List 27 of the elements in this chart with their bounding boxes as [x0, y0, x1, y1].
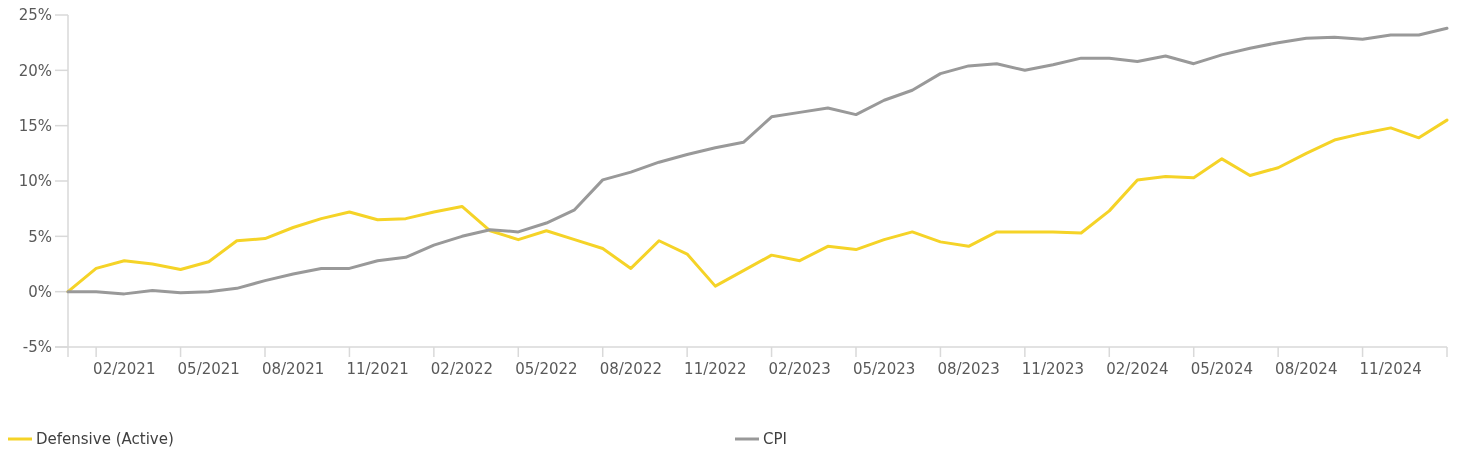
y-tick-label: -5%	[22, 338, 52, 357]
x-tick-label: 05/2022	[515, 360, 578, 378]
x-tick-label: 08/2024	[1275, 360, 1338, 378]
x-tick-label: 05/2023	[852, 360, 916, 378]
line-series	[66, 118, 1449, 294]
legend-label: Defensive (Active)	[36, 430, 174, 449]
line-series	[66, 26, 1449, 296]
y-tick-label: 20%	[18, 61, 52, 80]
x-tick-label: 11/2022	[684, 360, 747, 378]
y-tick-label: 5%	[28, 227, 52, 246]
x-tick-label: 02/2021	[93, 360, 156, 378]
x-tick-label: 11/2021	[346, 360, 409, 378]
x-tick-label: 02/2024	[1106, 360, 1169, 378]
x-tick-label: 08/2023	[937, 360, 1000, 378]
x-tick-label: 02/2023	[768, 360, 831, 378]
y-tick-label: 15%	[18, 116, 52, 135]
x-tick-label: 08/2022	[599, 360, 663, 378]
x-tick-label: 02/2022	[430, 360, 494, 378]
y-tick-label: 10%	[18, 172, 52, 191]
x-tick-label: 05/2024	[1190, 360, 1254, 378]
y-tick-label: 25%	[18, 6, 52, 25]
x-tick-label: 05/2021	[177, 360, 240, 378]
x-tick-label: 11/2023	[1021, 360, 1085, 378]
y-tick-label: 0%	[28, 282, 52, 301]
legend-label: CPI	[763, 430, 787, 449]
x-tick-label: 11/2024	[1359, 360, 1422, 378]
x-tick-label: 08/2021	[261, 360, 325, 378]
